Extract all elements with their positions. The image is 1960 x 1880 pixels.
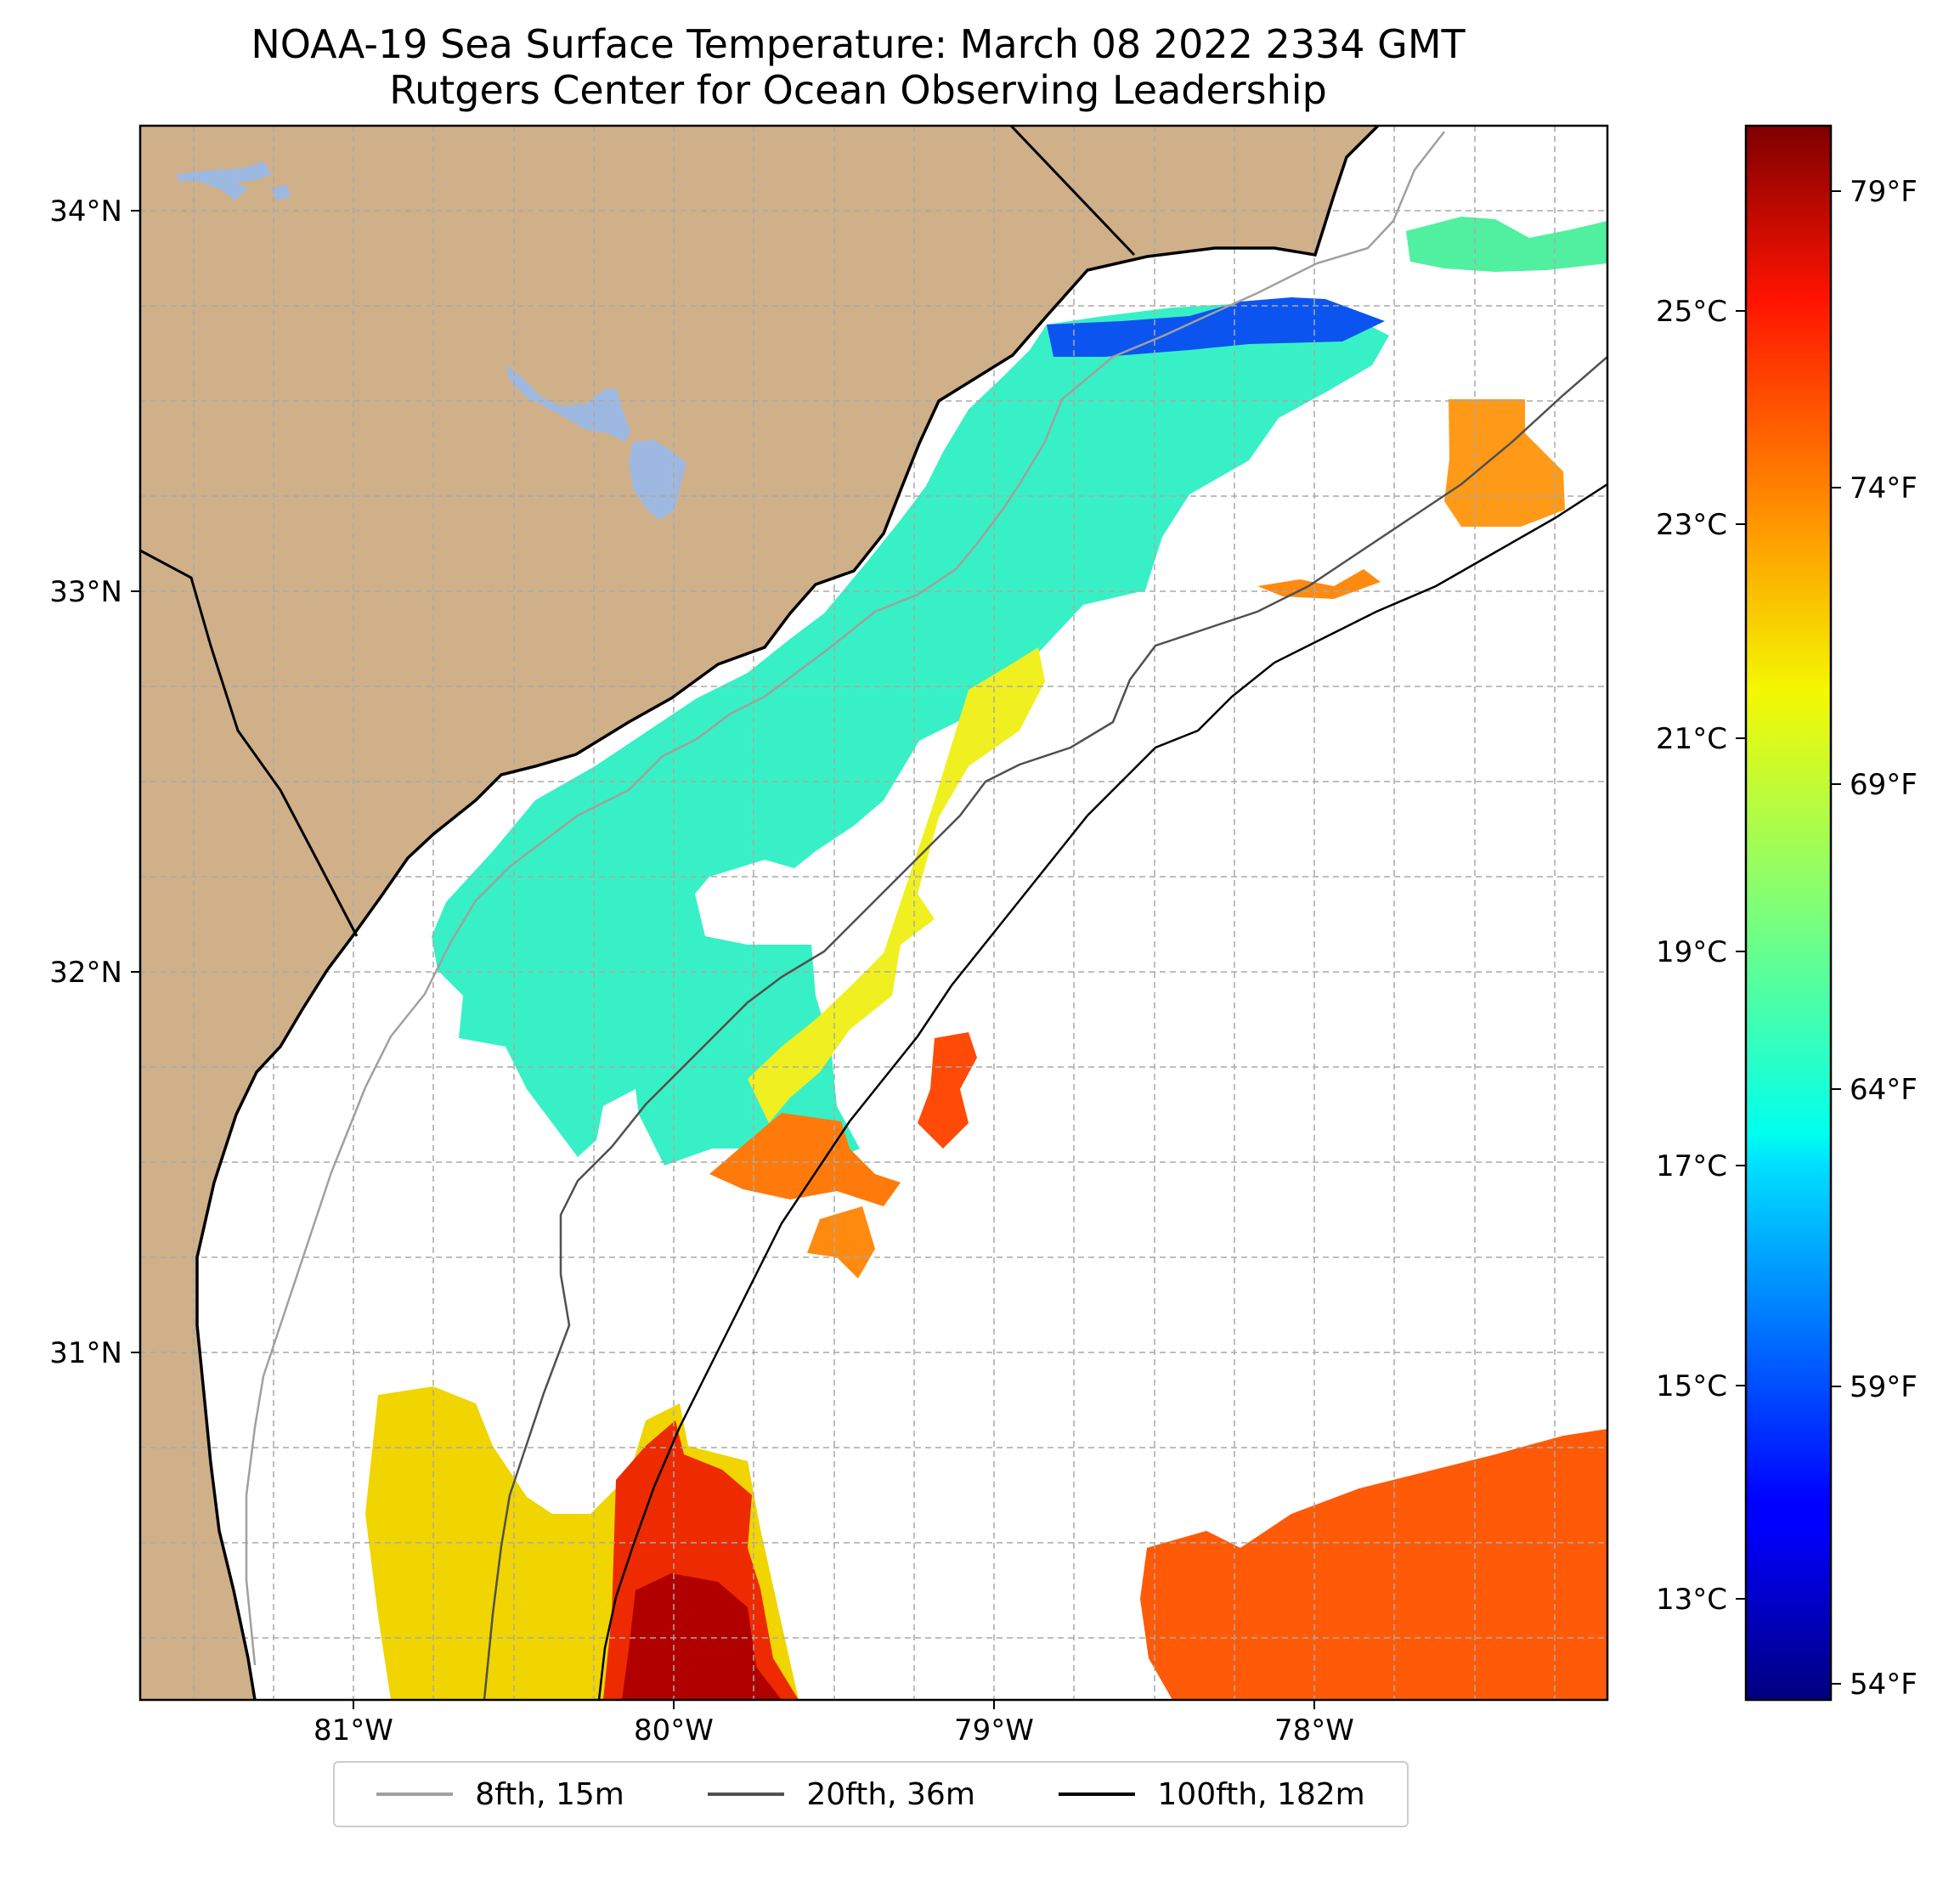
colorbar-label-f-54: 54°F	[1850, 1668, 1918, 1702]
legend-label-100fth: 100fth, 182m	[1157, 1776, 1365, 1812]
sst-patch-blob-1	[918, 1032, 977, 1149]
lon-label-78: 78°W	[1274, 1713, 1354, 1747]
lat-label-31: 31°N	[49, 1336, 122, 1370]
coastline	[195, 126, 1380, 1700]
isobath-8fth	[245, 131, 1445, 1666]
land-area	[140, 126, 1378, 1700]
colorbar-label-c-25: 25°C	[1656, 295, 1727, 329]
legend-item-100fth: 100fth, 182m	[1059, 1776, 1365, 1812]
colorbar-label-c-23: 23°C	[1656, 508, 1727, 542]
sst-patch-warm-mid	[748, 647, 1045, 1123]
colorbar-label-c-21: 21°C	[1656, 722, 1727, 756]
colorbar-label-f-64: 64°F	[1850, 1073, 1918, 1107]
sst-patch-nearshore	[432, 304, 1389, 1166]
sst-patch-blob-2	[807, 1206, 875, 1279]
colorbar-label-f-74: 74°F	[1850, 471, 1918, 505]
lon-label-81: 81°W	[313, 1713, 393, 1747]
colorbar-label-f-69: 69°F	[1850, 768, 1918, 802]
sst-patch-east-warm	[1140, 1429, 1607, 1700]
colorbar-label-c-15: 15°C	[1656, 1369, 1727, 1403]
lakes	[177, 161, 686, 520]
sst-patch-east-north	[1406, 217, 1607, 272]
legend-label-8fth: 8fth, 15m	[475, 1776, 624, 1812]
lat-label-32: 32°N	[49, 956, 122, 990]
isobath-100fth	[597, 483, 1607, 1700]
lat-label-34: 34°N	[49, 195, 122, 229]
lon-label-80: 80°W	[634, 1713, 714, 1747]
sst-patch-east-small	[1257, 569, 1381, 599]
sst-patch-cold-north	[1047, 297, 1385, 357]
map-frame	[138, 124, 1609, 1702]
sst-patch-hottest	[622, 1573, 782, 1700]
sst-patch-warm-south	[709, 1113, 901, 1206]
colorbar-label-f-79: 79°F	[1850, 175, 1918, 209]
chart-title: NOAA-19 Sea Surface Temperature: March 0…	[251, 21, 1466, 67]
axis-ticks	[131, 210, 1315, 1709]
colorbar-label-c-17: 17°C	[1656, 1149, 1727, 1183]
colorbar-label-c-19: 19°C	[1656, 935, 1727, 969]
state-border	[140, 126, 1136, 937]
chart-subtitle: Rutgers Center for Ocean Observing Leade…	[389, 67, 1327, 113]
legend-swatch-20fth	[708, 1792, 785, 1796]
legend: 8fth, 15m 20fth, 36m 100fth, 182m	[333, 1761, 1409, 1827]
lon-label-79: 79°W	[954, 1713, 1034, 1747]
colorbar-label-f-59: 59°F	[1850, 1370, 1918, 1404]
lat-label-33: 33°N	[49, 575, 122, 609]
colorbar	[1744, 124, 1833, 1702]
legend-item-8fth: 8fth, 15m	[376, 1777, 624, 1812]
legend-item-20fth: 20fth, 36m	[708, 1777, 975, 1812]
colorbar-label-c-13: 13°C	[1656, 1583, 1727, 1617]
grid-lines	[140, 126, 1607, 1700]
legend-swatch-8fth	[376, 1792, 454, 1796]
legend-swatch-100fth	[1059, 1792, 1136, 1796]
colorbar-ticks	[1736, 190, 1841, 1685]
map-panel[interactable]	[140, 126, 1607, 1700]
isobath-20fth	[483, 356, 1607, 1700]
legend-label-20fth: 20fth, 36m	[806, 1776, 975, 1812]
